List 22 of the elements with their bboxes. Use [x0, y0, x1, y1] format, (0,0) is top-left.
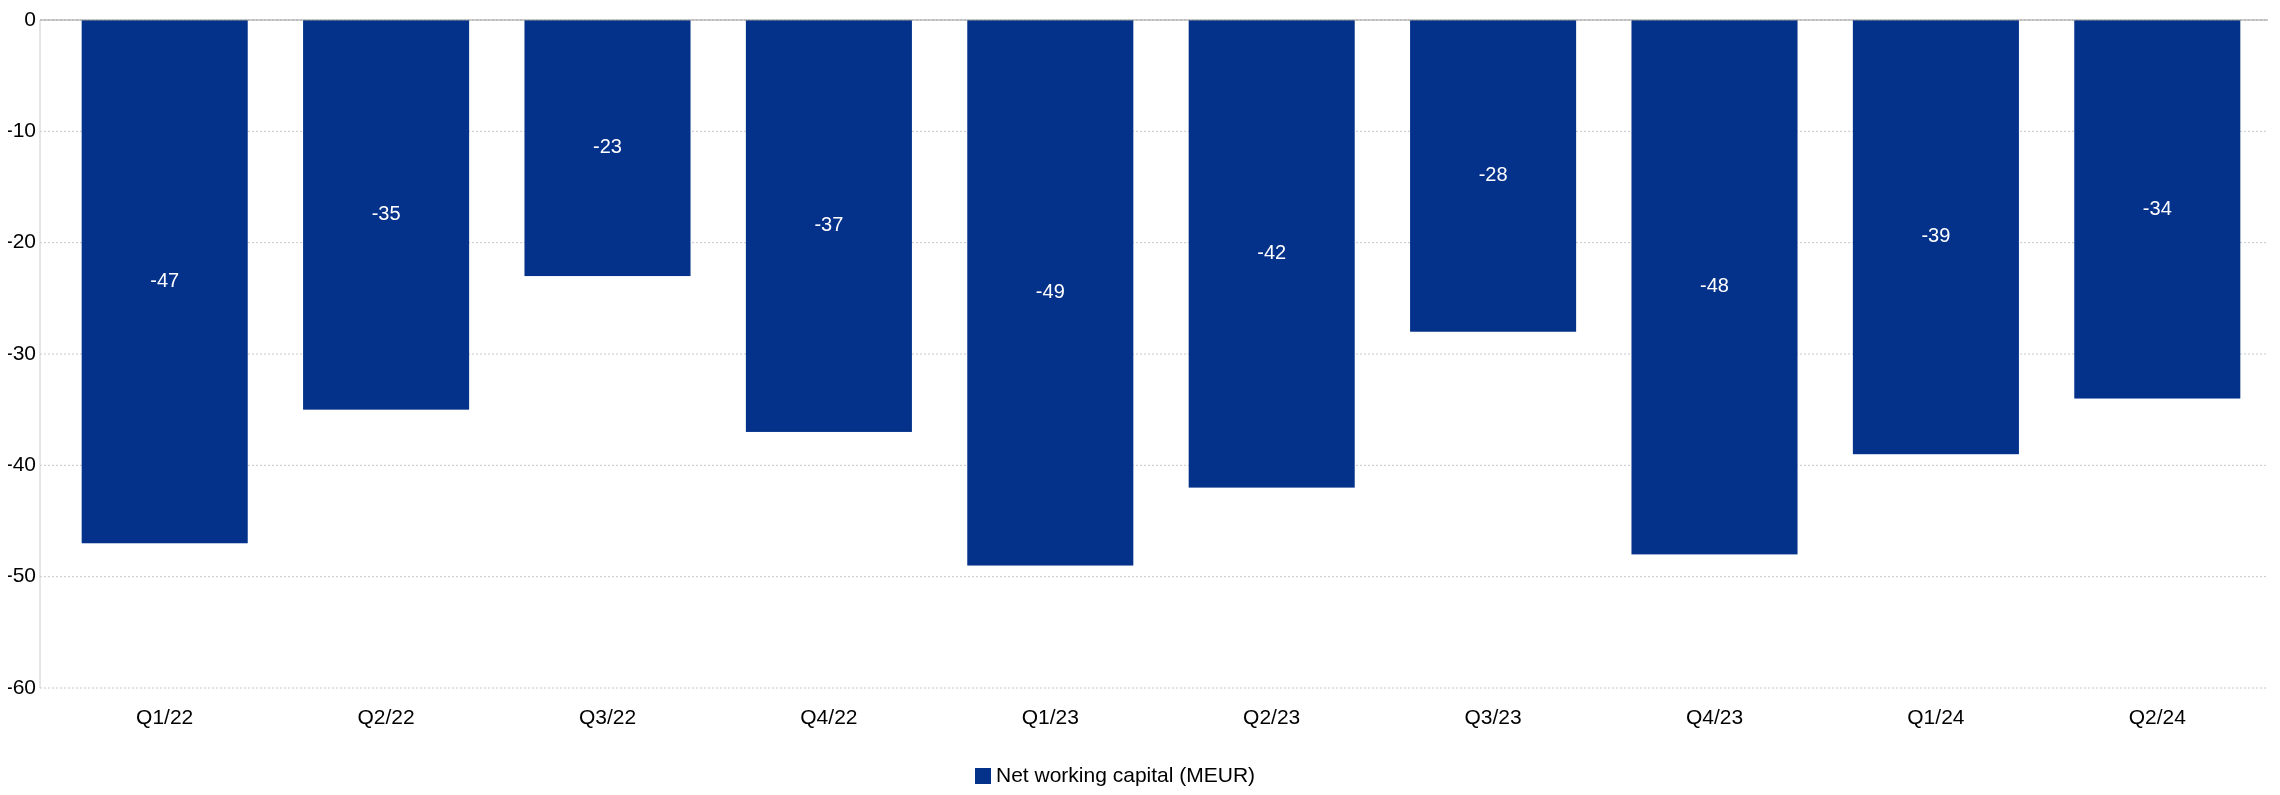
x-tick-label: Q4/22 — [800, 704, 858, 728]
x-tick-label: Q2/22 — [357, 704, 415, 728]
data-label: -23 — [593, 135, 622, 158]
data-label: -42 — [1257, 241, 1287, 264]
data-label: -35 — [371, 202, 401, 225]
x-tick-label: Q1/24 — [1907, 704, 1965, 728]
x-tick-label: Q2/23 — [1243, 704, 1301, 728]
data-label: -37 — [814, 213, 844, 236]
x-tick-label: Q1/23 — [1021, 704, 1079, 728]
x-tick-label: Q2/24 — [2128, 704, 2187, 728]
data-label: -34 — [2142, 196, 2172, 219]
data-label: -49 — [1035, 280, 1065, 303]
x-tick-label: Q4/23 — [1685, 704, 1744, 728]
data-label: -28 — [1478, 163, 1508, 186]
x-tick-label: Q3/22 — [578, 704, 637, 728]
data-label: -47 — [150, 268, 180, 291]
x-tick-label: Q1/22 — [136, 704, 194, 728]
data-label: -39 — [1921, 224, 1951, 247]
y-tick-label: 0 — [24, 6, 36, 30]
legend-label: Net working capital (MEUR) — [996, 762, 1256, 786]
data-label: -48 — [1700, 274, 1729, 297]
x-tick-label: Q3/23 — [1464, 704, 1522, 728]
